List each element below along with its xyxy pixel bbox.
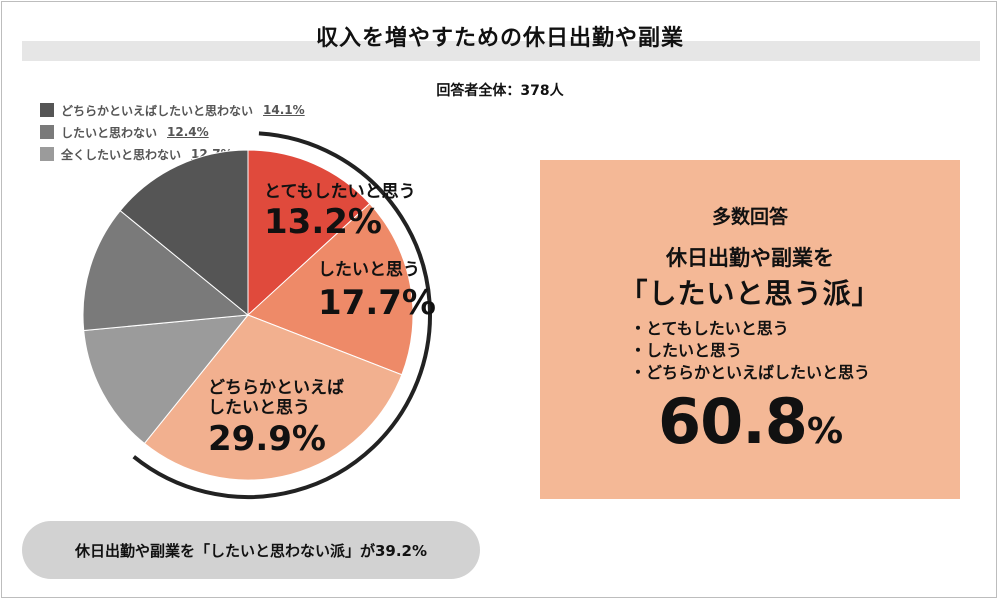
slice-label-somewhat-yes-text1: どちらかといえば (208, 378, 344, 398)
majority-item: ・どちらかといえばしたいと思う (630, 363, 871, 382)
slice-yes (247, 202, 414, 376)
majority-line1: 休日出勤や副業を (666, 246, 834, 270)
slice-strong-yes (247, 149, 371, 317)
slice-label-strong-yes-text: とてもしたいと思う (264, 182, 416, 202)
majority-pct-unit: % (806, 411, 843, 452)
slice-label-strong-yes-pct: 13.2% (264, 202, 382, 242)
slice-label-yes-pct: 17.7% (318, 283, 436, 323)
legend-item-somewhat-no: どちらかといえばしたいと思わない 14.1% (40, 99, 305, 121)
legend-swatch (40, 147, 54, 161)
respondent-total: 回答者全体：378人 (436, 83, 564, 99)
legend-swatch (40, 103, 54, 117)
legend-label: どちらかといえばしたいと思わない (61, 103, 254, 118)
majority-items: ・とてもしたいと思う ・したいと思う ・どちらかといえばしたいと思う (630, 318, 870, 384)
minority-summary-pill: 休日出勤や副業を「したいと思わない派」が39.2% (22, 521, 480, 579)
slice-label-somewhat-yes-text2: したいと思う (208, 398, 310, 418)
majority-pct-value: 60.8 (657, 385, 808, 458)
legend-swatch (40, 125, 54, 139)
slice-no (82, 209, 250, 332)
slice-not-at-all (83, 314, 250, 445)
majority-line2: 「したいと思う派」 (619, 277, 881, 310)
majority-item: ・したいと思う (630, 341, 743, 360)
slice-label-yes-text: したいと思う (318, 260, 420, 280)
title-band (22, 41, 980, 61)
majority-percentage: 60.8% (540, 385, 960, 458)
majority-item: ・とてもしたいと思う (630, 319, 789, 338)
legend-item-no: したいと思わない 12.4% (40, 121, 305, 143)
legend-pct: 14.1% (263, 103, 305, 117)
legend-label: したいと思わない (61, 125, 158, 140)
slice-somewhat-yes (143, 314, 403, 481)
legend-pct: 12.4% (167, 125, 209, 139)
majority-answer-box: 多数回答 休日出勤や副業を 「したいと思う派」 ・とてもしたいと思う ・したいと… (540, 160, 960, 499)
legend-label: 全くしたいと思わない (61, 147, 182, 162)
legend: どちらかといえばしたいと思わない 14.1% したいと思わない 12.4% 全く… (40, 99, 305, 165)
chart-title: 収入を増やすための休日出勤や副業 (315, 26, 684, 51)
majority-heading: 多数回答 (711, 206, 788, 228)
slice-somewhat-no (119, 149, 249, 317)
emphasis-arc (132, 131, 432, 499)
slice-label-somewhat-yes-pct: 29.9% (208, 419, 326, 459)
